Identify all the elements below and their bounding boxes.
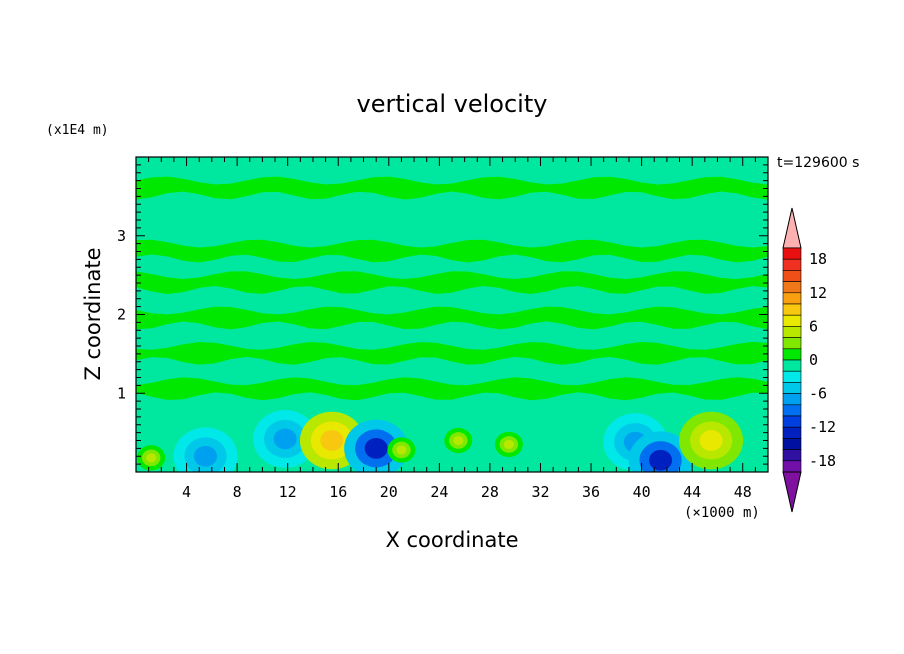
x-axis: 4 8 12 16 20 24 28 32 36 40 44 48 [148, 157, 756, 501]
velocity-cell [503, 439, 514, 449]
colorbar-tick-label: 18 [809, 250, 827, 268]
colorbar-segment [782, 404, 802, 417]
x-axis-label: X coordinate [385, 528, 518, 552]
plot-area [135, 156, 769, 473]
velocity-cell [649, 449, 673, 471]
colorbar-segment [782, 281, 802, 294]
x-tick-label: 20 [380, 483, 398, 501]
colorbar-segment [782, 426, 802, 439]
colorbar-segment [782, 438, 802, 450]
x-tick-label: 8 [233, 483, 242, 501]
velocity-cell [364, 438, 388, 459]
y-units-label: (x1E4 m) [46, 123, 109, 138]
field-band [136, 341, 768, 365]
x-tick-label: 4 [182, 483, 191, 501]
x-tick-label: 44 [683, 483, 701, 501]
colorbar-segment [782, 460, 802, 473]
velocity-cell [320, 430, 344, 451]
colorbar-tick-label: 0 [809, 351, 818, 369]
velocity-cell [453, 435, 464, 446]
x-tick-label: 12 [279, 483, 297, 501]
colorbar-segment [782, 449, 802, 462]
colorbar-segment [782, 348, 802, 361]
colorbar-tick-label: 12 [809, 284, 827, 302]
velocity-cell [146, 453, 157, 463]
colorbar-tick-label: -12 [809, 418, 836, 436]
colorbar-segment [782, 393, 802, 406]
velocity-cell [699, 430, 723, 451]
y-axis: 1 2 3 [117, 164, 768, 465]
x-units-label: (×1000 m) [684, 505, 760, 521]
chart-title: vertical velocity [357, 90, 548, 118]
colorbar-tick-label: 6 [809, 317, 818, 335]
colorbar-segment [782, 337, 802, 350]
x-tick-label: 48 [734, 483, 752, 501]
colorbar-segment [782, 359, 802, 372]
colorbar-segment [782, 382, 802, 394]
velocity-cell [396, 445, 407, 455]
time-label: t=129600 s [777, 155, 859, 171]
colorbar-segment [782, 314, 802, 327]
x-tick-label: 40 [633, 483, 651, 501]
colorbar-segment [782, 292, 802, 305]
field-band [136, 239, 768, 263]
field-band [136, 176, 768, 200]
colorbar-segment [782, 415, 802, 428]
velocity-field [136, 157, 768, 472]
colorbar-segment [782, 303, 802, 316]
x-tick-label: 36 [582, 483, 600, 501]
x-tick-label: 24 [430, 483, 448, 501]
colorbar-segment [782, 370, 802, 383]
y-tick-label: 2 [117, 306, 126, 324]
colorbar-bottom-arrow [782, 471, 802, 513]
colorbar-top-arrow [782, 207, 802, 249]
velocity-cell [273, 428, 297, 450]
colorbar-segment [782, 258, 802, 271]
y-tick-label: 3 [117, 227, 126, 245]
colorbar-tick-label: -6 [809, 385, 827, 403]
velocity-cell [194, 445, 218, 467]
colorbar-segment [782, 247, 802, 260]
field-band [136, 377, 768, 401]
field-band [136, 271, 768, 294]
colorbar: 18 12 6 0 -6 -12 -18 [782, 207, 836, 513]
x-tick-label: 28 [481, 483, 499, 501]
colorbar-segment [782, 270, 802, 282]
x-tick-label: 16 [329, 483, 347, 501]
colorbar-segment [782, 326, 802, 338]
colorbar-tick-label: -18 [809, 452, 836, 470]
x-tick-label: 32 [531, 483, 549, 501]
field-band [136, 306, 768, 330]
y-tick-label: 1 [117, 384, 126, 402]
y-axis-label: Z coordinate [81, 247, 105, 380]
